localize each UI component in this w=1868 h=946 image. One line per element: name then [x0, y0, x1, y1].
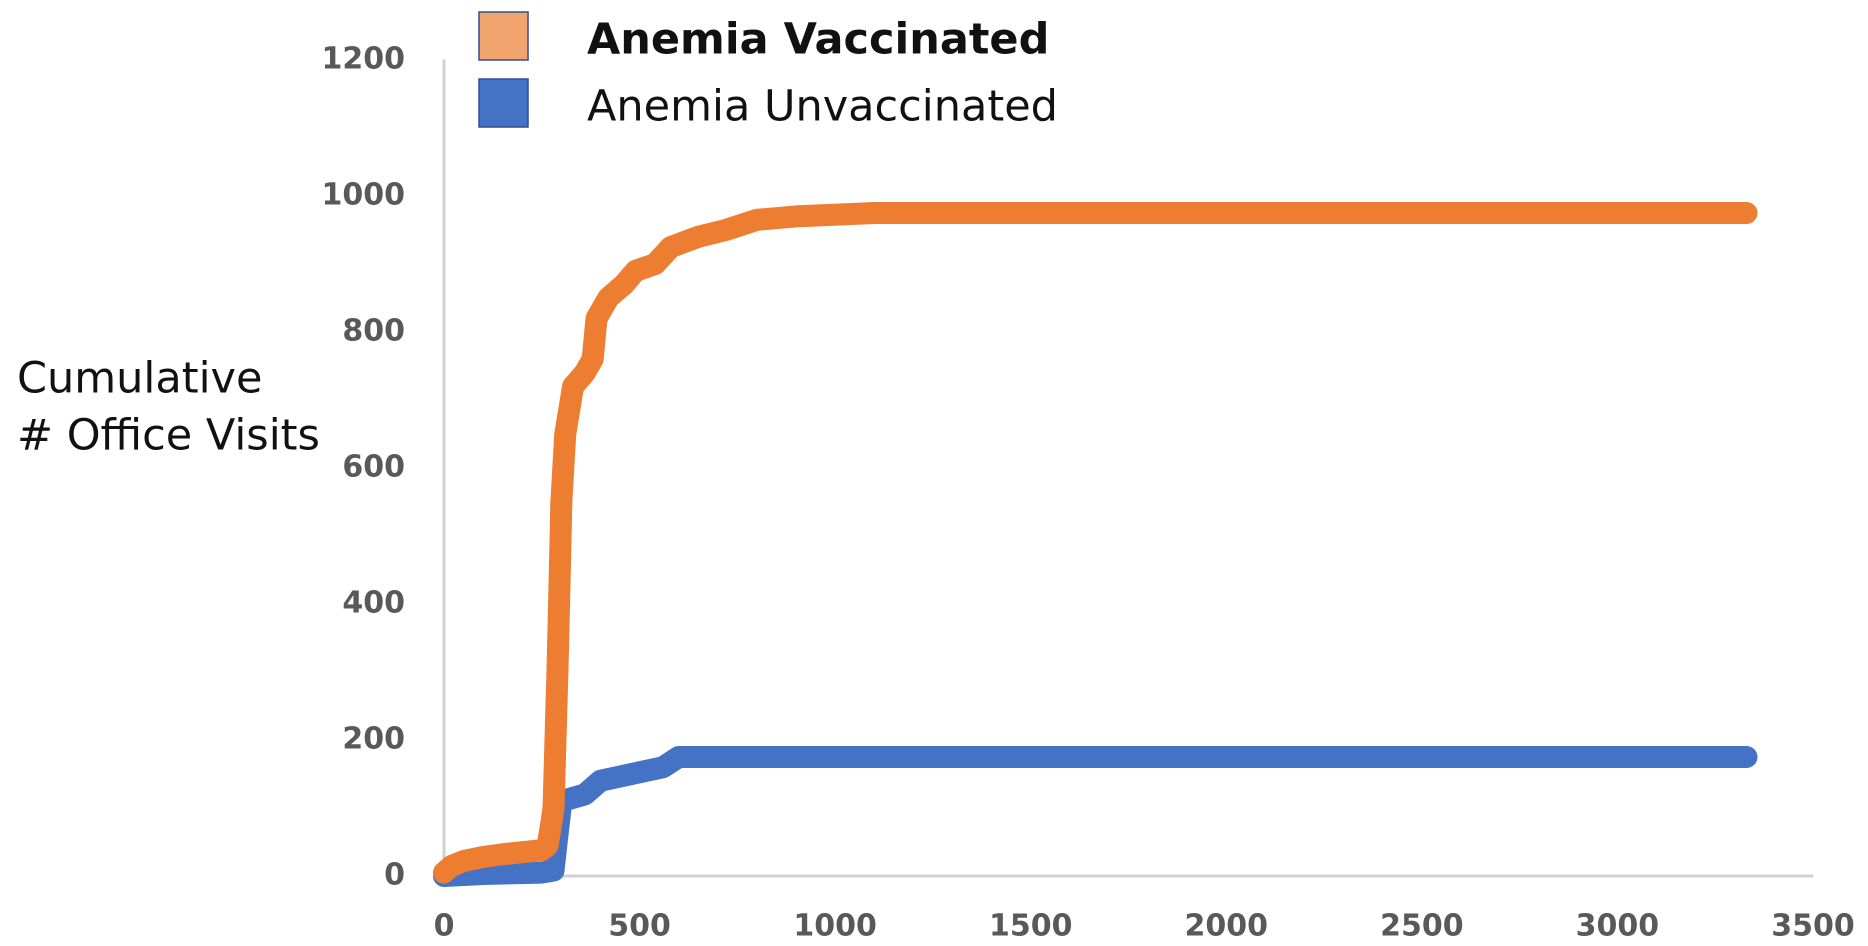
legend-swatch — [478, 78, 529, 128]
y-tick-label: 600 — [342, 450, 405, 485]
x-tick-label: 2500 — [1380, 909, 1464, 944]
x-tick-label: 2000 — [1185, 909, 1269, 944]
x-tick-label: 3500 — [1771, 909, 1855, 944]
y-tick-label: 800 — [342, 314, 405, 349]
y-tick-label: 1000 — [322, 178, 406, 213]
series-line — [433, 202, 1758, 884]
x-tick-label: 0 — [434, 909, 455, 944]
series-line — [433, 746, 1758, 887]
y-axis-label: # Office Visits — [17, 411, 320, 461]
x-tick-label: 3000 — [1576, 909, 1660, 944]
x-tick-label: 1000 — [793, 909, 877, 944]
y-tick-label: 400 — [342, 586, 405, 621]
y-tick-label: 200 — [342, 722, 405, 757]
y-tick-label: 0 — [384, 858, 405, 893]
x-tick-label: 1500 — [989, 909, 1073, 944]
y-tick-label: 1200 — [322, 42, 406, 77]
legend-label: Anemia Vaccinated — [587, 15, 1049, 65]
legend-label: Anemia Unvaccinated — [587, 82, 1058, 132]
x-tick-label: 500 — [608, 909, 671, 944]
legend-swatch — [478, 11, 529, 61]
y-axis-label: Cumulative — [17, 354, 262, 404]
